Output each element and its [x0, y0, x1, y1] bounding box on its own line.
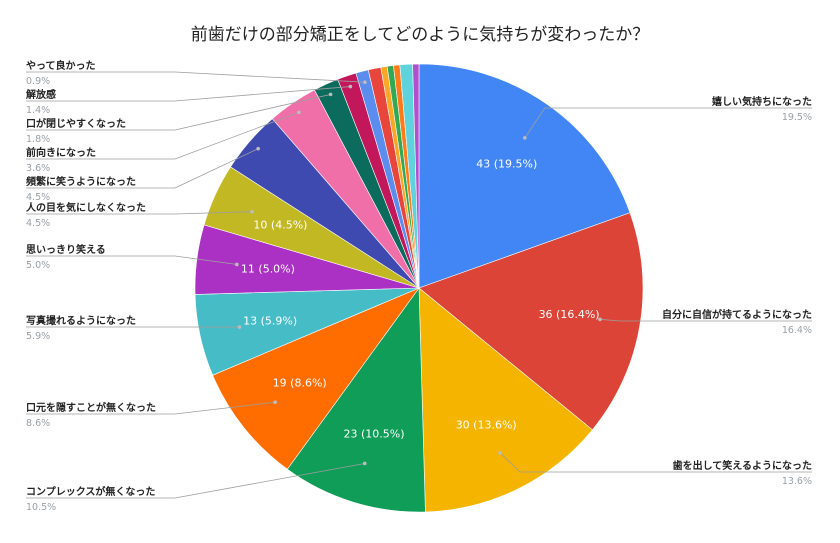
callout-dot	[329, 93, 333, 97]
callout-percent-label: 16.4%	[782, 325, 812, 336]
callout-percent-label: 19.5%	[782, 112, 812, 123]
callout-percent-label: 13.6%	[782, 476, 812, 487]
slice-value-label: 11 (5.0%)	[241, 262, 295, 275]
callout-dot	[523, 136, 527, 140]
callout-dot	[256, 147, 260, 151]
callout-dot	[235, 263, 239, 267]
callout-dot	[598, 318, 602, 322]
callout-dot	[273, 400, 277, 404]
slice-value-label: 19 (8.6%)	[273, 377, 327, 390]
slice-value-label: 10 (4.5%)	[253, 219, 307, 232]
callout-percent-label: 4.5%	[26, 218, 50, 229]
slice-value-label: 30 (13.6%)	[456, 419, 517, 432]
callout-line	[26, 72, 365, 82]
callout-percent-label: 1.4%	[26, 105, 50, 116]
callout-category-label: 頻繁に笑うようになった	[26, 175, 136, 188]
callout-percent-label: 1.8%	[26, 134, 50, 145]
slices-layer: 43 (19.5%) 36 (16.4%) 30 (13.6%) 23 (10.5%)…	[195, 64, 643, 512]
callout-category-label: 写真撮れるようになった	[26, 314, 136, 327]
callout-category-label: 思いっきり笑える	[26, 243, 106, 256]
slice-value-label: 13 (5.9%)	[243, 314, 297, 327]
callout-category-label: 口元を隠すことが無くなった	[26, 401, 156, 414]
callout-category-label: 自分に自信が持てるようになった	[662, 308, 812, 321]
callout-dot	[498, 451, 502, 455]
callout-percent-label: 5.9%	[26, 331, 50, 342]
slice-value-label: 36 (16.4%)	[539, 308, 600, 321]
slice-value-label: 23 (10.5%)	[343, 428, 404, 441]
callout-category-label: 解放感	[26, 88, 56, 101]
callout-category-label: やって良かった	[26, 59, 96, 72]
callout-category-label: コンプレックスが無くなった	[26, 485, 155, 498]
callout-category-label: 嬉しい気持ちになった	[711, 95, 812, 108]
callout-category-label: 口が閉じやすくなった	[26, 117, 126, 130]
callout-percent-label: 10.5%	[26, 502, 56, 513]
callout-category-label: 前向きになった	[26, 146, 96, 159]
callout-percent-label: 0.9%	[26, 76, 50, 87]
callout-percent-label: 8.6%	[26, 418, 50, 429]
callout-dot	[363, 462, 367, 466]
chart-title: 前歯だけの部分矯正をしてどのように気持ちが変わったか？	[191, 25, 650, 45]
callout-dot	[349, 85, 353, 89]
callout-percent-label: 5.0%	[26, 260, 50, 271]
callout-percent-label: 3.6%	[26, 163, 50, 174]
callout-category-label: 歯を出して笑えるようになった	[673, 459, 812, 472]
callout-dot	[297, 111, 301, 115]
callout-dot	[238, 325, 242, 329]
callout-dot	[250, 210, 254, 214]
slice-value-label: 43 (19.5%)	[476, 158, 537, 171]
callout-percent-label: 4.5%	[26, 192, 50, 203]
callout-dot	[363, 80, 367, 84]
